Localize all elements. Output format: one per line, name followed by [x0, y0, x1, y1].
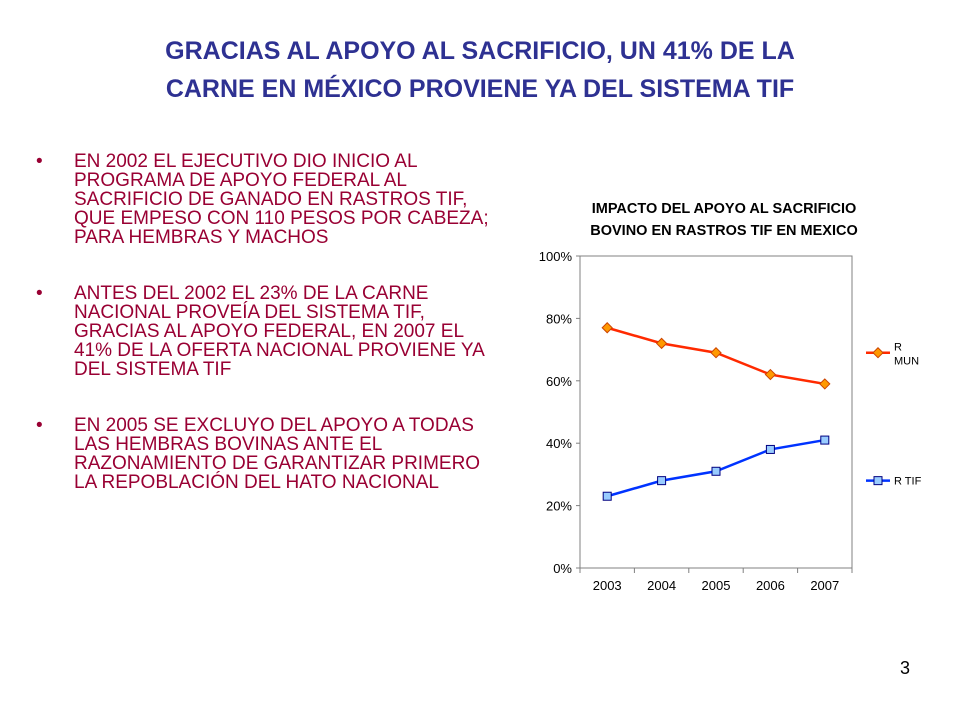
y-tick-label: 0% — [553, 561, 572, 576]
plot-area — [579, 255, 853, 569]
bullet-item: • EN 2005 SE EXCLUYO DEL APOYO A TODAS LA… — [36, 416, 496, 492]
page-number: 3 — [899, 658, 910, 678]
legend-label: R — [894, 342, 902, 354]
x-tick-label: 2005 — [702, 578, 731, 593]
data-point — [655, 337, 668, 350]
y-tick-label: 40% — [546, 436, 572, 451]
slide-title: GRACIAS AL APOYO AL SACRIFICIO, UN 41% D… — [40, 32, 920, 108]
bullet-marker: • — [36, 283, 43, 304]
chart-title-line2: BOVINO EN RASTROS TIF EN MEXICO — [590, 223, 857, 239]
chart-title-line1: IMPACTO DEL APOYO AL SACRIFICIO — [592, 201, 857, 217]
data-point — [764, 368, 777, 381]
y-tick-label: 60% — [546, 374, 572, 389]
bullet-text: EN 2002 EL EJECUTIVO DIO INICIO AL PROGR… — [74, 151, 489, 248]
bullet-item: • EN 2002 EL EJECUTIVO DIO INICIO AL PROG… — [36, 152, 496, 247]
slide-title-line2: CARNE EN MÉXICO PROVIENE YA DEL SISTEMA … — [165, 75, 795, 103]
legend-marker — [872, 347, 884, 359]
bullet-list: • EN 2002 EL EJECUTIVO DIO INICIO AL PROG… — [36, 152, 496, 529]
data-point — [820, 435, 830, 445]
x-tick-label: 2006 — [756, 578, 785, 593]
bullet-marker: • — [36, 151, 43, 172]
y-tick-label: 80% — [546, 311, 572, 326]
legend-marker — [873, 476, 883, 486]
bullet-text: ANTES DEL 2002 EL 23% DE LA CARNE NACION… — [74, 283, 484, 380]
data-point — [601, 322, 613, 334]
bullet-item: • ANTES DEL 2002 EL 23% DE LA CARNE NACIO… — [36, 284, 496, 379]
data-point — [711, 466, 721, 476]
data-point — [602, 491, 612, 501]
data-point — [657, 476, 667, 486]
x-tick-label: 2007 — [810, 578, 839, 593]
data-point — [765, 444, 775, 454]
data-point — [819, 378, 831, 390]
x-tick-label: 2004 — [647, 578, 676, 593]
bullet-text: EN 2005 SE EXCLUYO DEL APOYO A TODAS LAS… — [74, 415, 481, 493]
data-point — [710, 347, 722, 359]
slide-title-line1: GRACIAS AL APOYO AL SACRIFICIO, UN 41% D… — [165, 37, 795, 65]
y-tick-label: 100% — [539, 249, 573, 264]
legend-label: MUN — [894, 356, 919, 368]
legend-label: R TIF — [894, 476, 922, 488]
y-tick-label: 20% — [546, 499, 572, 514]
bullet-marker: • — [36, 415, 43, 436]
x-tick-label: 2003 — [593, 578, 622, 593]
line-chart: IMPACTO DEL APOYO AL SACRIFICIO BOVINO E… — [539, 201, 922, 593]
